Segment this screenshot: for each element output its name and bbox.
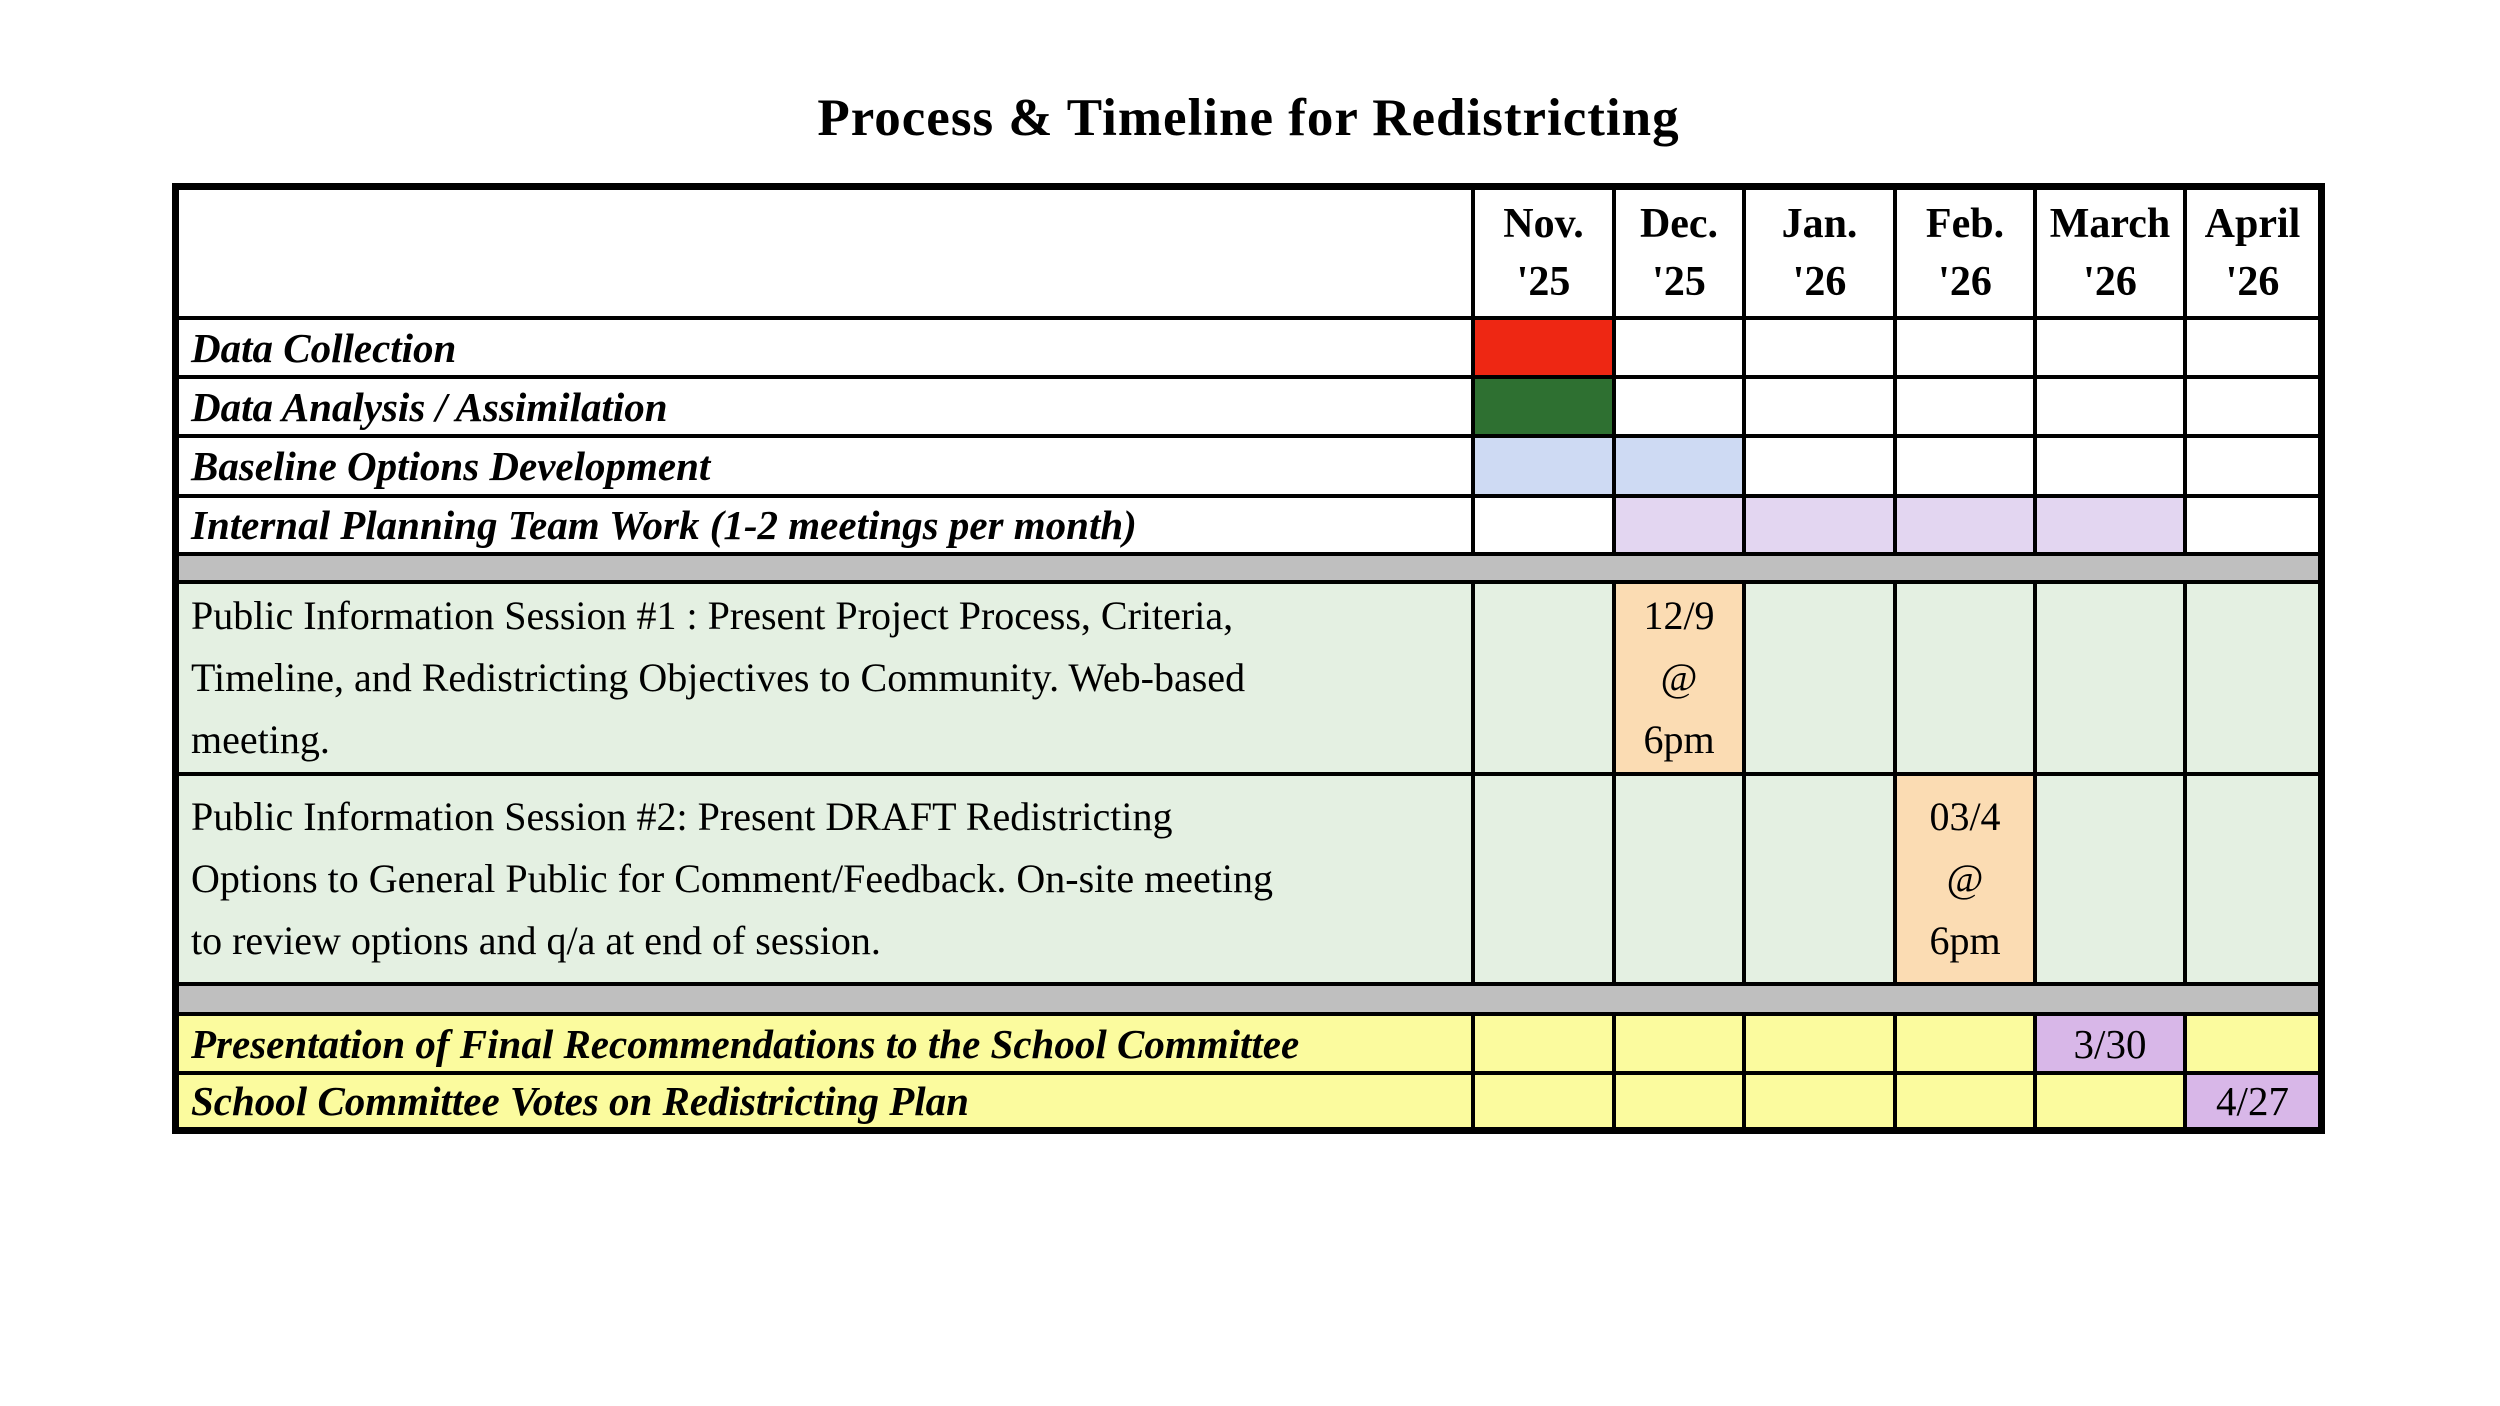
month-label: March	[2049, 201, 2171, 247]
empty-cell	[1616, 379, 1742, 434]
session2-date-cell: 03/4 @ 6pm	[1897, 776, 2033, 982]
empty-cell	[2037, 438, 2183, 494]
row-label-internal-planning: Internal Planning Team Work (1-2 meeting…	[179, 498, 1471, 552]
row-label-committee-vote: School Committee Votes on Redistricting …	[179, 1075, 1471, 1127]
month-header-feb: Feb. '26	[1897, 190, 2033, 316]
baseline-options-nov-bar	[1475, 438, 1612, 494]
empty-cell	[1616, 776, 1742, 982]
empty-cell	[2187, 584, 2318, 772]
month-header-march: March '26	[2037, 190, 2183, 316]
row-label-session2: Public Information Session #2: Present D…	[179, 776, 1471, 982]
month-header-jan: Jan. '26	[1746, 190, 1893, 316]
year-label: '26	[1938, 259, 1992, 305]
empty-cell	[1897, 379, 2033, 434]
empty-cell	[1746, 584, 1893, 772]
empty-cell	[1897, 1016, 2033, 1071]
empty-cell	[2187, 1016, 2318, 1071]
month-label: Nov.	[1503, 201, 1584, 247]
row-label-session1: Public Information Session #1 : Present …	[179, 584, 1471, 772]
page-title: Process & Timeline for Redistricting	[817, 89, 1680, 147]
internal-planning-march-bar	[2037, 498, 2183, 552]
row-label-final-presentation: Presentation of Final Recommendations to…	[179, 1016, 1471, 1071]
empty-cell	[2037, 1075, 2183, 1127]
internal-planning-jan-bar	[1746, 498, 1893, 552]
empty-cell	[1746, 1016, 1893, 1071]
month-header-dec: Dec. '25	[1616, 190, 1742, 316]
year-label: '26	[2225, 259, 2280, 305]
empty-cell	[1746, 320, 1893, 375]
empty-cell	[1897, 584, 2033, 772]
month-label: Feb.	[1925, 201, 2005, 247]
empty-cell	[1616, 1016, 1742, 1071]
empty-cell	[1897, 438, 2033, 494]
separator-band	[179, 986, 2318, 1012]
year-label: '26	[1792, 259, 1847, 305]
empty-cell	[1475, 776, 1612, 982]
empty-cell	[2037, 379, 2183, 434]
empty-cell	[1475, 498, 1612, 552]
month-header-april: April '26	[2187, 190, 2318, 316]
year-label: '26	[2083, 259, 2137, 305]
empty-cell	[1475, 584, 1612, 772]
empty-cell	[2037, 776, 2183, 982]
month-header-nov: Nov. '25	[1475, 190, 1612, 316]
empty-cell	[2187, 498, 2318, 552]
final-presentation-date-cell: 3/30	[2037, 1016, 2183, 1071]
data-collection-nov-bar	[1475, 320, 1612, 375]
empty-cell	[1746, 438, 1893, 494]
empty-cell	[2187, 379, 2318, 434]
empty-cell	[1746, 1075, 1893, 1127]
committee-vote-date-cell: 4/27	[2187, 1075, 2318, 1127]
baseline-options-dec-bar	[1616, 438, 1742, 494]
redistricting-timeline-table: Nov. '25 Dec. '25 Jan. '26 Feb. '26 Marc…	[172, 183, 2325, 1134]
empty-cell	[2187, 776, 2318, 982]
year-label: '25	[1652, 259, 1706, 305]
empty-cell	[1897, 320, 2033, 375]
month-label: Dec.	[1639, 201, 1719, 247]
empty-cell	[1616, 1075, 1742, 1127]
data-analysis-nov-bar	[1475, 379, 1612, 434]
empty-cell	[2187, 320, 2318, 375]
session1-date-cell: 12/9 @ 6pm	[1616, 584, 1742, 772]
empty-cell	[1475, 1016, 1612, 1071]
year-label: '25	[1516, 259, 1571, 305]
header-corner-cell	[179, 190, 1471, 316]
empty-cell	[2187, 438, 2318, 494]
row-label-baseline-options: Baseline Options Development	[179, 438, 1471, 494]
month-label: Jan.	[1781, 201, 1858, 247]
separator-band	[179, 556, 2318, 580]
empty-cell	[1746, 379, 1893, 434]
empty-cell	[1616, 320, 1742, 375]
internal-planning-dec-bar	[1616, 498, 1742, 552]
empty-cell	[1475, 1075, 1612, 1127]
empty-cell	[2037, 584, 2183, 772]
month-label: April	[2204, 201, 2301, 247]
empty-cell	[1897, 1075, 2033, 1127]
row-label-data-analysis: Data Analysis / Assimilation	[179, 379, 1471, 434]
empty-cell	[1746, 776, 1893, 982]
internal-planning-feb-bar	[1897, 498, 2033, 552]
empty-cell	[2037, 320, 2183, 375]
row-label-data-collection: Data Collection	[179, 320, 1471, 375]
